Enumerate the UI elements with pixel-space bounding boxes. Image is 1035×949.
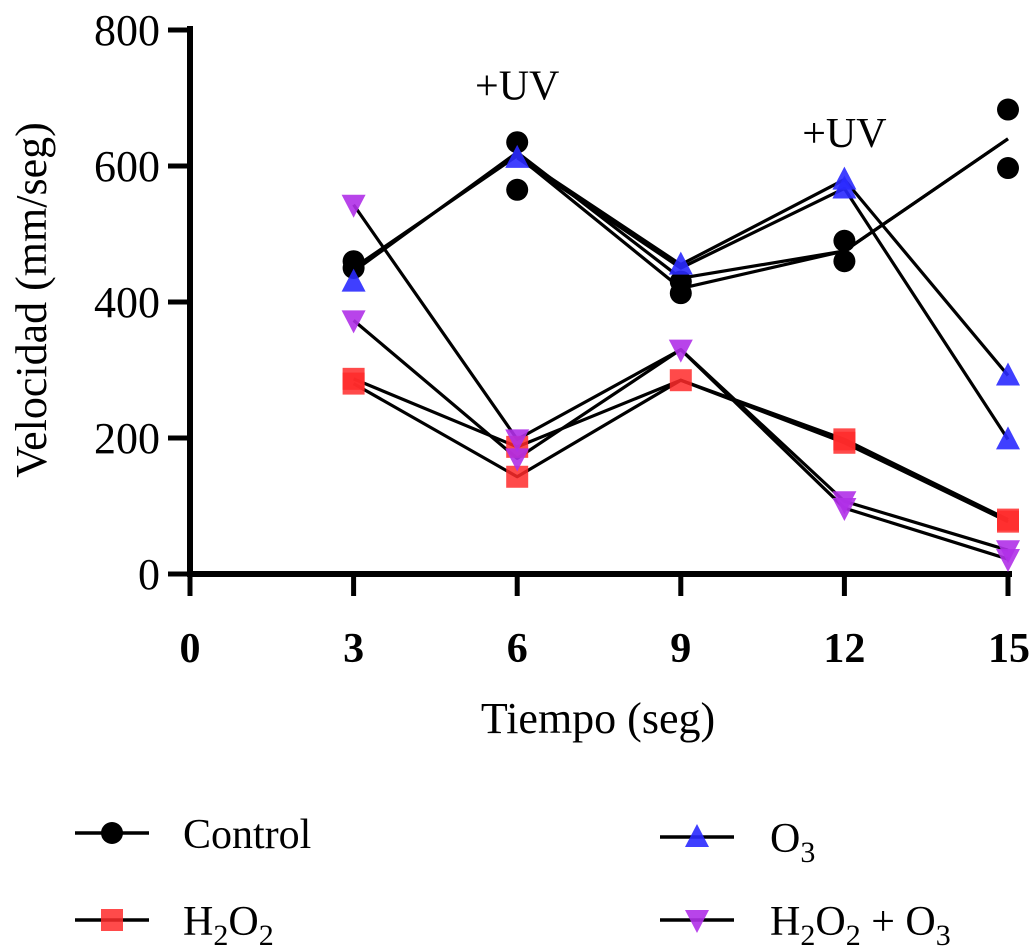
- data-point: [668, 339, 693, 363]
- x-tick-label: 15: [988, 626, 1030, 672]
- x-tick-label: 9: [670, 626, 691, 672]
- y-tick-label: 200: [94, 414, 160, 463]
- data-point: [669, 282, 692, 305]
- data-point: [505, 429, 530, 453]
- y-tick-label: 400: [94, 278, 160, 327]
- x-tick-label: 12: [823, 626, 865, 672]
- series-line: [516, 156, 1010, 441]
- data-point: [668, 251, 693, 275]
- y-axis-label: Velocidad (mm/seg): [7, 122, 56, 478]
- data-point: [506, 131, 529, 154]
- legend-label-part: 2: [259, 919, 274, 949]
- chart-text: Tiempo (seg) Velocidad (mm/seg) +UV +UV: [7, 63, 887, 743]
- legend-marker: [101, 909, 123, 931]
- axes: 0 200 400 600 800 0 3 6 9 12 15: [94, 6, 1030, 672]
- x-tick-label: 6: [507, 626, 528, 672]
- y-tick-label: 600: [94, 142, 160, 191]
- data-point: [341, 194, 366, 218]
- x-axis-label: Tiempo (seg): [481, 694, 715, 743]
- legend-label-part: 2: [846, 919, 861, 949]
- legend-label-part: + O: [861, 899, 936, 945]
- data-point: [832, 498, 857, 522]
- data-point: [341, 268, 366, 292]
- legend-label-main: Control: [183, 812, 311, 858]
- data-point: [996, 426, 1020, 450]
- data-point: [342, 372, 365, 395]
- data-point: [341, 310, 366, 334]
- legend-label-sub: 3: [800, 836, 815, 869]
- legend-marker: [101, 822, 123, 844]
- data-point: [832, 175, 857, 199]
- legend-label: H2O2: [183, 899, 274, 949]
- data-point: [506, 178, 529, 201]
- data-point: [506, 465, 529, 488]
- data-point: [505, 144, 530, 168]
- legend-label-part: 3: [936, 919, 951, 949]
- data-point: [997, 157, 1019, 180]
- legend-label: H2O2 + O3: [770, 899, 951, 949]
- legend-label-part: 2: [213, 919, 228, 949]
- y-tick-label: 0: [138, 550, 160, 599]
- legend-marker: [685, 910, 709, 933]
- data-point: [833, 229, 856, 252]
- series-line: [352, 377, 1009, 522]
- y-tick-label: 800: [94, 6, 160, 55]
- x-tick-label: 0: [180, 626, 201, 672]
- data-point: [833, 431, 856, 454]
- legend-label: Control: [183, 812, 311, 858]
- data-point: [997, 98, 1019, 121]
- legend-label-part: H: [183, 899, 213, 945]
- data-point: [669, 369, 692, 392]
- x-tick-label: 3: [343, 626, 364, 672]
- legend-label-part: H: [770, 899, 800, 945]
- data-point: [505, 448, 530, 472]
- data-point: [996, 362, 1020, 386]
- uv-annotation: +UV: [802, 111, 886, 157]
- legend-label-main: O: [770, 816, 800, 862]
- series-line: [516, 154, 1010, 377]
- data-point: [833, 250, 856, 273]
- uv-annotation: +UV: [475, 63, 559, 109]
- series-markers: [341, 98, 1020, 573]
- legend-label-part: O: [228, 899, 258, 945]
- legend-label-part: 2: [800, 919, 815, 949]
- data-point: [996, 549, 1020, 573]
- legend-label: O3: [770, 816, 815, 869]
- legend-marker: [685, 824, 709, 847]
- data-point: [997, 510, 1019, 533]
- legend-label-part: O: [815, 899, 845, 945]
- data-point: [342, 257, 365, 279]
